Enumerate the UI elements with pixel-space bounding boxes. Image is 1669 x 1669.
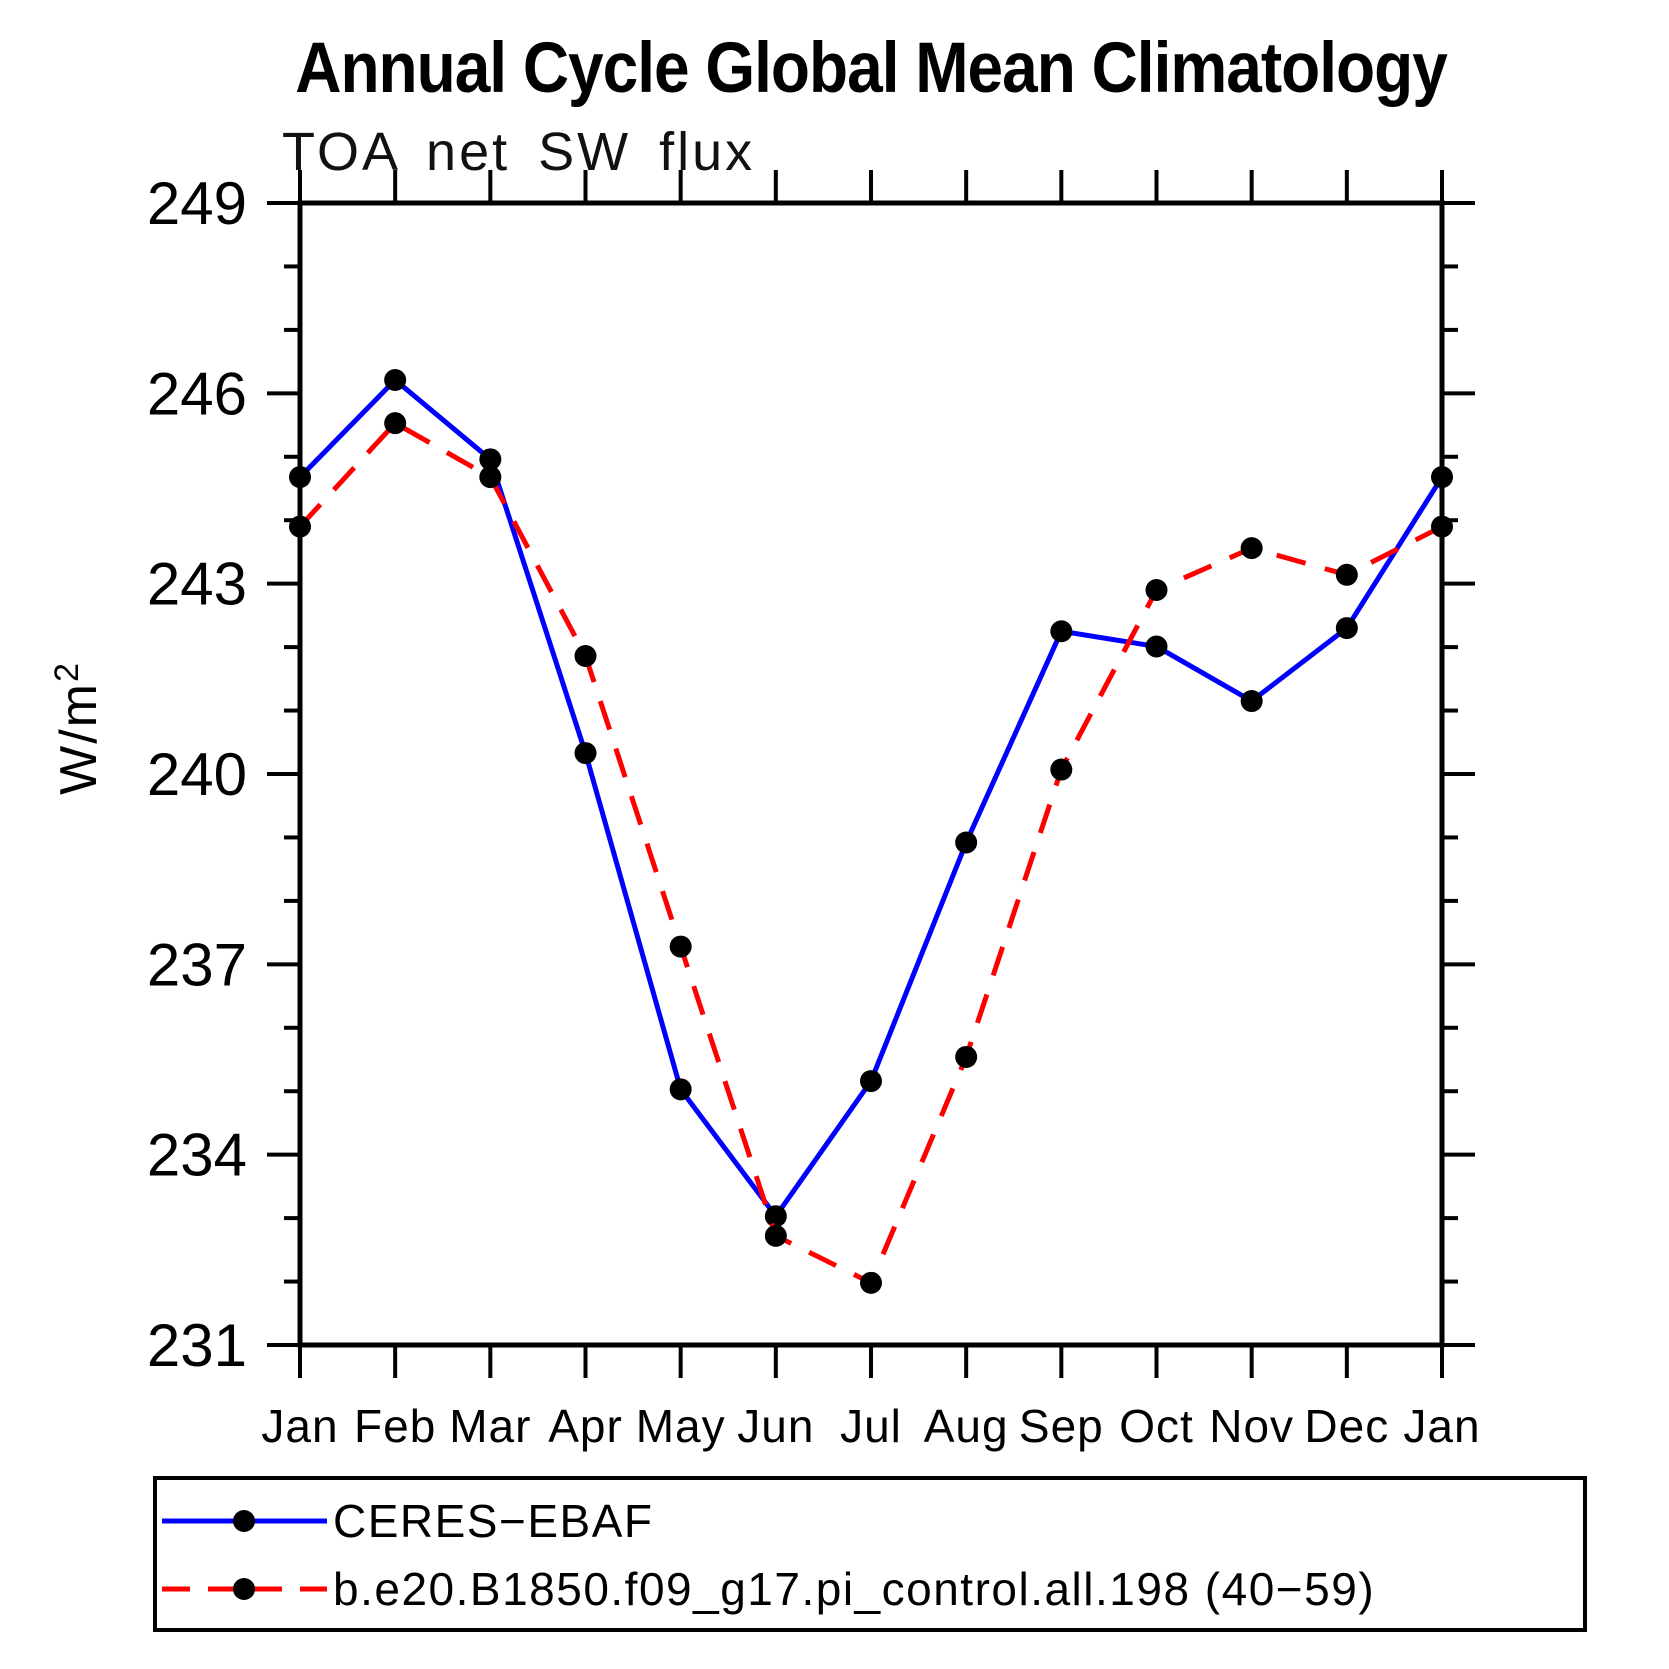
data-point-marker xyxy=(860,1271,882,1294)
legend-samples xyxy=(162,1510,327,1600)
data-point-marker xyxy=(1145,579,1168,602)
y-axis-title: W/m2 xyxy=(48,661,108,795)
y-tick-label: 240 xyxy=(147,741,247,808)
y-tick-label: 246 xyxy=(147,360,247,427)
x-tick-label: Jun xyxy=(737,1400,814,1452)
data-point-marker xyxy=(1335,617,1358,640)
x-tick-label: Apr xyxy=(548,1400,623,1452)
x-tick-label: Aug xyxy=(924,1400,1009,1452)
y-tick-label: 243 xyxy=(147,551,247,618)
data-point-marker xyxy=(479,448,502,471)
data-point-marker xyxy=(384,369,407,392)
y-axis-title-group: W/m2 xyxy=(48,661,108,795)
data-point-marker xyxy=(955,831,978,854)
legend-box xyxy=(153,1476,1587,1632)
y-tick-label: 231 xyxy=(147,1312,247,1379)
data-point-marker xyxy=(1050,758,1073,781)
data-point-marker xyxy=(479,466,502,489)
chart-subtitle: TOA net SW flux xyxy=(282,122,755,182)
x-tick-label: May xyxy=(636,1400,726,1452)
legend-marker-sample-0 xyxy=(233,1510,255,1532)
data-point-marker xyxy=(1431,466,1453,489)
data-point-marker xyxy=(669,935,692,958)
series-line-1 xyxy=(298,420,1444,1286)
y-tick-label: 249 xyxy=(147,170,247,237)
data-point-marker xyxy=(289,466,311,489)
data-point-marker xyxy=(764,1205,787,1228)
y-axis-title-superscript: 2 xyxy=(48,661,86,682)
data-point-marker xyxy=(289,515,311,538)
x-tick-label: Mar xyxy=(449,1400,531,1452)
x-tick-label: Nov xyxy=(1209,1400,1294,1452)
data-point-marker xyxy=(574,644,597,667)
x-tick-label: Jan xyxy=(1403,1400,1480,1452)
data-point-marker xyxy=(1431,515,1453,538)
legend-marker-sample-1 xyxy=(233,1578,255,1600)
page-title: Annual Cycle Global Mean Climatology xyxy=(295,28,1448,108)
data-point-marker xyxy=(1240,690,1263,713)
x-tick-label: Jul xyxy=(840,1400,902,1452)
y-tick-label: 237 xyxy=(147,931,247,998)
data-point-marker xyxy=(1050,620,1073,643)
plot-area: Jan Feb Mar Apr May Jun Jul Aug Sep Oct Nov Dec Jan 2… xyxy=(147,170,1480,1452)
legend: CERES−EBAF b.e20.B1850.f09_g17.pi_contro… xyxy=(153,1476,1587,1632)
data-point-marker xyxy=(860,1070,882,1093)
data-point-marker xyxy=(669,1078,692,1101)
data-point-marker xyxy=(1145,635,1168,658)
legend-label-ceres-ebaf: CERES−EBAF xyxy=(333,1495,654,1547)
data-point-marker xyxy=(574,742,597,765)
x-tick-label: Oct xyxy=(1119,1400,1194,1452)
x-tick-label: Sep xyxy=(1019,1400,1104,1452)
data-point-marker xyxy=(1240,537,1263,560)
data-point-marker xyxy=(764,1224,787,1247)
data-point-marker xyxy=(384,412,407,435)
data-point-marker xyxy=(1335,563,1358,586)
plot-frame xyxy=(297,200,1445,1348)
y-axis-title-base: W/m xyxy=(50,682,108,795)
x-tick-label: Dec xyxy=(1304,1400,1389,1452)
legend-label-model-run: b.e20.B1850.f09_g17.pi_control.all.198 (… xyxy=(333,1563,1375,1615)
x-tick-label: Jan xyxy=(261,1400,338,1452)
data-point-marker xyxy=(955,1045,978,1068)
x-tick-label: Feb xyxy=(354,1400,436,1452)
page-title-group: Annual Cycle Global Mean Climatology xyxy=(295,28,1449,108)
y-tick-label: 234 xyxy=(147,1122,247,1189)
